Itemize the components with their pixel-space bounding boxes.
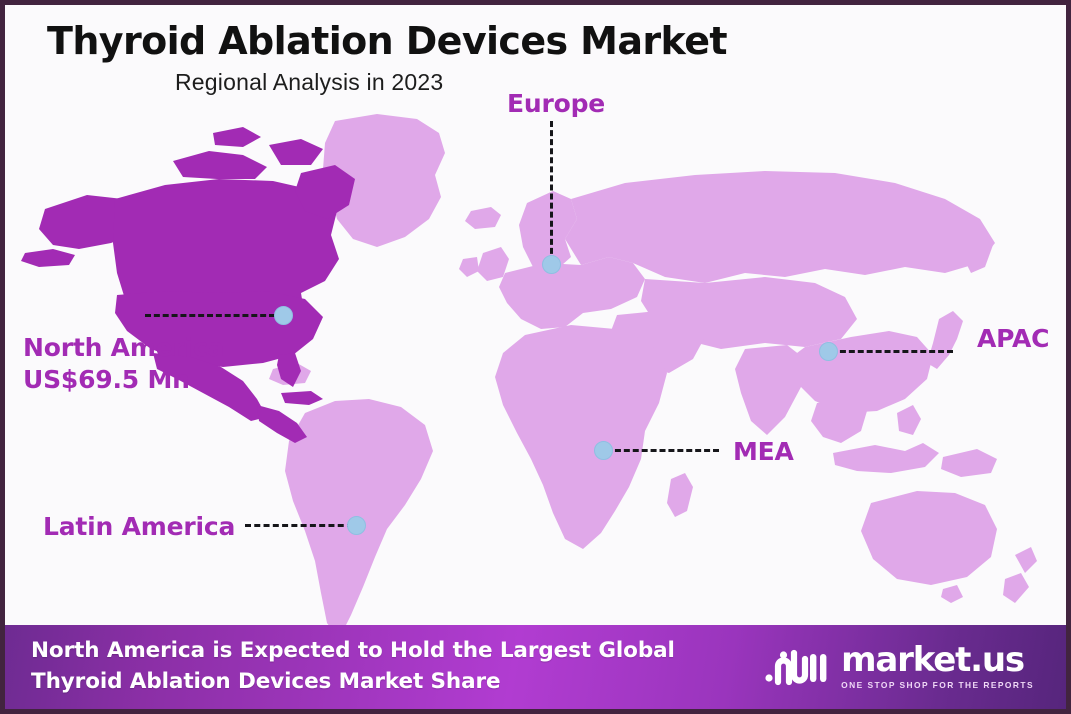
- new-guinea-shape: [941, 449, 997, 477]
- aleutians-shape: [21, 249, 75, 267]
- leader-line-europe: [550, 121, 553, 263]
- logo-text-block: market.us ONE STOP SHOP FOR THE REPORTS: [841, 639, 1034, 691]
- leader-line-mea: [606, 449, 719, 452]
- british-isles-shape: [477, 247, 509, 281]
- northern-europe-shape: [519, 191, 577, 273]
- kamchatka-shape: [963, 229, 993, 273]
- madagascar-shape: [667, 473, 693, 517]
- marker-europe: [541, 254, 561, 274]
- market-us-logo-icon: [765, 649, 827, 686]
- map-landmasses-base: [269, 114, 1037, 632]
- indonesia-shape: [833, 443, 939, 473]
- marker-apac: [818, 341, 838, 361]
- usa-shape: [115, 291, 323, 367]
- russia-shape: [565, 171, 995, 283]
- leader-line-latin-america: [245, 524, 353, 527]
- header: Thyroid Ablation Devices Market Regional…: [5, 5, 1066, 96]
- world-map: [5, 87, 1066, 632]
- region-label-europe: Europe: [507, 88, 605, 120]
- region-name-mea: MEA: [733, 437, 794, 466]
- leader-line-apac: [831, 350, 953, 353]
- iceland-shape: [465, 207, 501, 229]
- world-map-svg: [21, 114, 1037, 632]
- central-america-shape: [257, 405, 307, 443]
- marker-mea: [593, 440, 613, 460]
- greenland-shape: [323, 114, 445, 247]
- region-label-latin-america: Latin America: [43, 511, 235, 543]
- marker-latin-america: [346, 515, 366, 535]
- florida-shape: [277, 353, 301, 387]
- region-name-north-america: North America: [23, 333, 225, 362]
- leader-line-north-america: [145, 314, 275, 317]
- mexico-shape: [153, 353, 267, 421]
- marker-north-america: [273, 305, 293, 325]
- logo-wordmark: market.us: [841, 639, 1025, 680]
- region-name-apac: APAC: [977, 324, 1050, 353]
- map-landmasses-highlight: [21, 127, 355, 443]
- region-value-north-america: US$69.5 Mn: [23, 365, 190, 394]
- market-us-logo[interactable]: market.us ONE STOP SHOP FOR THE REPORTS: [764, 639, 1048, 691]
- region-name-europe: Europe: [507, 89, 606, 118]
- footer-headline-line1: North America is Expected to Hold the La…: [31, 638, 675, 664]
- europe-mainland-shape: [499, 257, 645, 329]
- tasmania-shape: [941, 585, 963, 603]
- india-shape: [735, 345, 805, 435]
- logo-tagline: ONE STOP SHOP FOR THE REPORTS: [841, 680, 1034, 691]
- southeast-asia-shape: [811, 399, 867, 443]
- cuba-shape: [281, 391, 323, 405]
- region-label-apac: APAC: [977, 323, 1049, 355]
- africa-shape: [495, 325, 667, 549]
- new-zealand-shape: [1003, 547, 1037, 603]
- australia-shape: [861, 491, 997, 585]
- japan-shape: [927, 311, 963, 369]
- ireland-shape: [459, 257, 479, 277]
- footer-banner: North America is Expected to Hold the La…: [5, 625, 1066, 709]
- page-title: Thyroid Ablation Devices Market: [47, 19, 728, 63]
- footer-headline-line2: Thyroid Ablation Devices Market Share: [31, 669, 501, 694]
- footer-headline: North America is Expected to Hold the La…: [31, 636, 675, 697]
- region-name-latin-america: Latin America: [43, 512, 236, 541]
- philippines-shape: [897, 405, 921, 435]
- region-label-north-america: North America US$69.5 Mn: [23, 332, 224, 396]
- region-label-mea: MEA: [733, 436, 794, 468]
- baffin-island-shape: [295, 165, 355, 219]
- canadian-arctic-islands-shape: [173, 127, 323, 179]
